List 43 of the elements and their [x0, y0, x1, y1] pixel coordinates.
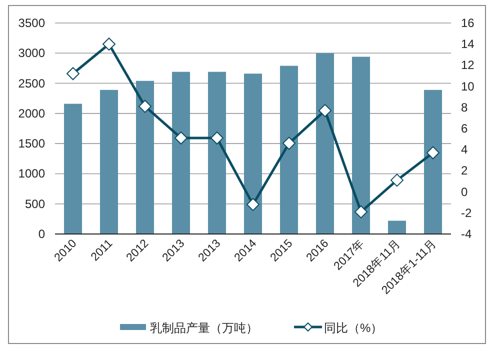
y2-tick-label: -2 [461, 206, 472, 220]
bar [208, 72, 226, 234]
y-tick-label: 2500 [18, 76, 46, 90]
point [174, 131, 188, 144]
point [354, 205, 368, 218]
point [66, 67, 80, 80]
point [102, 38, 116, 51]
point [282, 136, 296, 150]
bar [136, 80, 154, 234]
legend-label: 同比（%） [324, 321, 383, 335]
bar [172, 72, 190, 234]
bar [316, 53, 334, 234]
bar [244, 74, 262, 234]
y-tick-label: 0 [38, 227, 46, 241]
y2-tick-label: 0 [461, 184, 468, 199]
y-tick-label: 3500 [18, 16, 46, 30]
point [246, 198, 260, 211]
bar [388, 220, 406, 234]
point [210, 131, 224, 144]
point [138, 100, 152, 113]
y2-tick-label: 4 [461, 142, 468, 157]
y2-tick-label: 8 [461, 100, 468, 114]
point [426, 146, 440, 160]
y-tick-label: 3000 [18, 46, 46, 60]
y2-tick-label: 10 [461, 79, 475, 94]
y2-tick-label: 12 [461, 58, 475, 72]
bar [352, 56, 370, 234]
y-tick-label: 2000 [18, 106, 46, 120]
bar [280, 66, 298, 234]
bar [100, 90, 118, 234]
y2-tick-label: -4 [461, 227, 472, 241]
legend-label: 乳制品产量（万吨） [150, 321, 258, 335]
y2-tick-label: 14 [461, 37, 475, 52]
point [390, 174, 404, 187]
y-tick-label: 1500 [18, 136, 46, 151]
bar [64, 104, 82, 234]
point [318, 104, 332, 118]
y2-tick-label: 16 [461, 16, 475, 30]
y2-tick-label: 2 [461, 164, 468, 178]
y2-tick-label: 6 [461, 122, 468, 136]
y-tick-label: 1000 [18, 166, 46, 181]
y-tick-label: 500 [24, 196, 46, 211]
bar [424, 90, 442, 234]
